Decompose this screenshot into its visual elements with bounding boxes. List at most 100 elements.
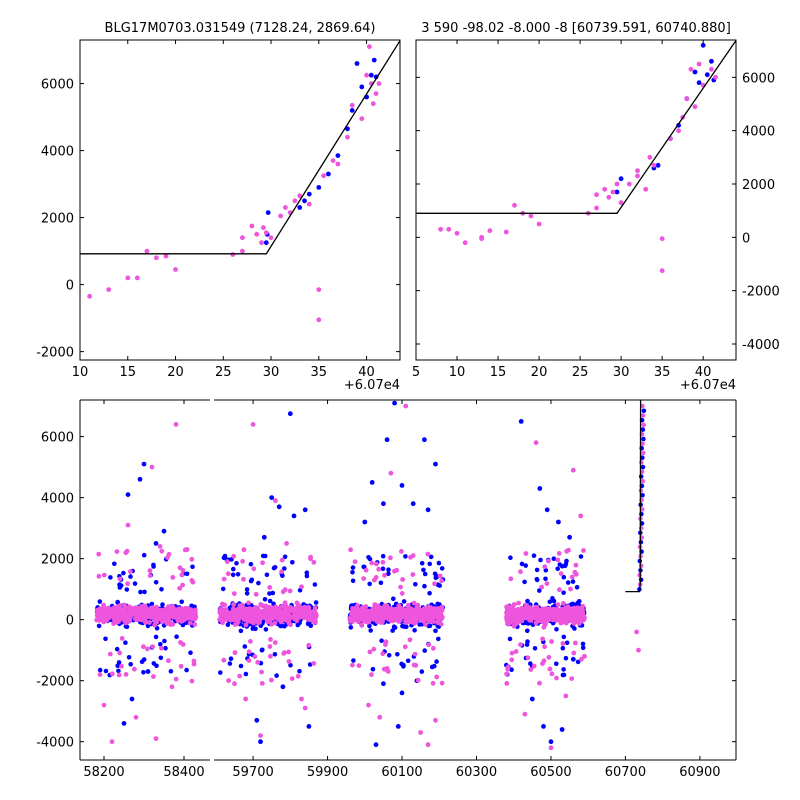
magenta-point: [692, 104, 698, 110]
magenta-point: [366, 702, 371, 708]
blue-point: [518, 419, 524, 424]
magenta-point: [394, 610, 399, 616]
x-tick-label: 60700: [605, 765, 646, 780]
magenta-point: [192, 622, 198, 627]
blue-point: [401, 664, 406, 669]
magenta-point: [515, 607, 521, 612]
magenta-point: [170, 607, 176, 613]
blue-point: [386, 652, 392, 658]
magenta-point: [269, 613, 275, 619]
blue-point: [297, 668, 302, 674]
blue-point: [304, 570, 310, 575]
magenta-point: [558, 571, 564, 576]
magenta-point: [563, 693, 569, 699]
x-tick-label: 40: [358, 365, 375, 380]
magenta-point: [256, 609, 261, 614]
blue-point: [235, 572, 241, 577]
magenta-point: [643, 186, 649, 192]
blue-point: [410, 501, 416, 507]
magenta-point: [511, 619, 517, 625]
blue-point: [249, 577, 255, 583]
blue-point: [575, 659, 581, 665]
blue-point: [180, 622, 186, 628]
magenta-point: [574, 617, 579, 622]
magenta-point: [147, 620, 152, 625]
magenta-point: [179, 606, 185, 611]
magenta-point: [376, 566, 382, 572]
event-point: [640, 413, 646, 418]
magenta-point: [166, 604, 171, 610]
blue-point: [655, 162, 661, 168]
magenta-point: [170, 575, 176, 580]
magenta-point: [267, 644, 273, 649]
blue-point: [142, 589, 147, 595]
magenta-point: [373, 575, 379, 580]
blue-point: [121, 721, 127, 726]
magenta-point: [282, 650, 287, 656]
blue-point: [179, 599, 184, 605]
magenta-point: [407, 617, 413, 623]
magenta-point: [647, 154, 653, 160]
magenta-point: [397, 618, 403, 623]
magenta-point: [149, 464, 155, 470]
blue-point: [422, 648, 428, 653]
magenta-point: [504, 604, 509, 610]
x-tick-label: 30: [263, 365, 280, 380]
magenta-point: [106, 287, 112, 292]
blue-point: [263, 627, 269, 632]
blue-point: [276, 504, 282, 510]
blue-point: [522, 579, 527, 585]
magenta-point: [278, 213, 283, 219]
event-point: [640, 441, 645, 447]
y-tick-label: 6000: [41, 78, 74, 93]
y-tick-label: -4000: [742, 338, 780, 353]
blue-point: [108, 575, 113, 580]
panel-top-right-data: [416, 40, 737, 274]
blue-point: [433, 461, 438, 467]
magenta-point: [428, 616, 434, 621]
blue-point: [524, 642, 530, 647]
magenta-point: [425, 742, 431, 748]
magenta-point: [159, 548, 165, 554]
blue-point: [227, 661, 233, 666]
magenta-point: [398, 584, 403, 590]
magenta-point: [267, 585, 273, 590]
x-tick-label: 20: [531, 365, 548, 380]
magenta-point: [542, 564, 548, 570]
magenta-point: [299, 696, 304, 702]
x-tick-label: 58400: [163, 765, 204, 780]
magenta-point: [518, 642, 523, 648]
magenta-point: [159, 645, 164, 651]
magenta-point: [549, 671, 555, 677]
magenta-point: [255, 659, 261, 665]
magenta-point: [165, 612, 171, 617]
blue-point: [222, 553, 228, 559]
blue-point: [380, 553, 386, 559]
magenta-point: [226, 678, 232, 683]
magenta-point: [225, 571, 231, 577]
blue-point: [391, 596, 396, 602]
magenta-point: [369, 560, 375, 566]
blue-point: [141, 461, 147, 467]
magenta-point: [363, 604, 369, 609]
magenta-point: [548, 745, 554, 751]
blue-point: [115, 663, 120, 668]
magenta-point: [386, 605, 391, 611]
magenta-point: [505, 610, 511, 616]
magenta-point: [533, 440, 539, 446]
blue-point: [302, 198, 307, 204]
x-tick-label: 60300: [456, 765, 497, 780]
event-point: [638, 525, 644, 531]
magenta-point: [560, 610, 566, 615]
blue-point: [351, 658, 356, 663]
blue-point: [287, 411, 293, 417]
magenta-point: [504, 681, 510, 686]
magenta-point: [435, 620, 441, 626]
blue-point: [254, 717, 260, 723]
magenta-point: [254, 231, 260, 237]
magenta-point: [594, 205, 599, 211]
magenta-point: [528, 617, 534, 622]
magenta-point: [426, 642, 432, 648]
magenta-point: [127, 614, 133, 620]
